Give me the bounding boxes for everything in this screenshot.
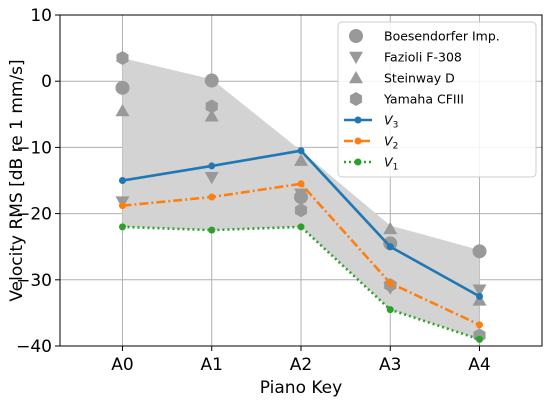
series-point bbox=[118, 202, 126, 210]
series-point bbox=[476, 321, 484, 329]
y-tick-label: 0 bbox=[41, 72, 52, 92]
piano-marker bbox=[294, 203, 308, 218]
legend-marker bbox=[349, 71, 363, 84]
series-point bbox=[297, 147, 305, 155]
piano-marker bbox=[115, 80, 130, 95]
series-point bbox=[118, 177, 126, 184]
legend-marker bbox=[354, 158, 362, 166]
series-point bbox=[118, 223, 126, 231]
piano-marker bbox=[472, 244, 487, 259]
series-point bbox=[476, 335, 484, 343]
y-tick-label: −20 bbox=[16, 205, 52, 225]
piano-marker bbox=[205, 99, 218, 114]
x-tick-label: A3 bbox=[379, 355, 401, 375]
x-axis-label: Piano Key bbox=[260, 378, 342, 398]
legend-marker bbox=[354, 137, 362, 145]
legend-marker bbox=[349, 51, 363, 64]
y-tick-label: −30 bbox=[16, 271, 52, 291]
legend-label: Boesendorfer Imp. bbox=[384, 29, 500, 44]
series-point bbox=[208, 193, 216, 201]
piano-marker bbox=[204, 73, 219, 88]
legend-box bbox=[337, 21, 537, 178]
series-point bbox=[208, 162, 216, 170]
legend: Boesendorfer Imp. Fazioli F-308 Steinway D… bbox=[337, 21, 537, 178]
series-point bbox=[297, 180, 305, 188]
piano-marker bbox=[116, 51, 129, 66]
legend-label: V2 bbox=[384, 134, 398, 152]
series-line bbox=[122, 225, 480, 341]
series-point bbox=[386, 279, 394, 287]
y-axis-label: Velocity RMS [dB re 1 mm/s] bbox=[7, 59, 27, 301]
piano-marker bbox=[204, 109, 219, 122]
legend-label: Yamaha CFIII bbox=[383, 92, 464, 107]
legend-label: Steinway D bbox=[384, 71, 455, 86]
piano-marker bbox=[472, 284, 487, 297]
piano-marker bbox=[383, 221, 398, 235]
legend-label: V3 bbox=[384, 113, 398, 131]
y-tick-label: −40 bbox=[16, 337, 52, 357]
y-tick-label: −10 bbox=[16, 138, 52, 158]
piano-marker bbox=[115, 103, 130, 117]
x-tick-label: A4 bbox=[468, 355, 490, 375]
series-point bbox=[386, 306, 394, 314]
legend-marker bbox=[349, 92, 363, 106]
series-point bbox=[386, 243, 394, 251]
legend-marker bbox=[349, 29, 363, 43]
tick-layer: A0 A1 A2 A3 A4 10 0 −10 −20 −30 −40 bbox=[16, 6, 491, 375]
x-tick-label: A1 bbox=[201, 355, 223, 375]
piano-marker bbox=[294, 153, 308, 166]
y-tick-label: 10 bbox=[30, 6, 52, 26]
x-tick-label: A0 bbox=[111, 355, 133, 375]
piano-marker bbox=[204, 171, 219, 185]
series-point bbox=[208, 226, 216, 234]
piano-marker-layer bbox=[115, 51, 487, 343]
legend-marker bbox=[354, 116, 362, 124]
legend-label: Fazioli F-308 bbox=[384, 50, 462, 65]
x-tick-label: A2 bbox=[290, 355, 312, 375]
piano-marker bbox=[294, 188, 308, 201]
series-point bbox=[297, 223, 305, 231]
legend-label: V1 bbox=[384, 155, 398, 173]
series-layer bbox=[118, 147, 484, 343]
series-point bbox=[476, 292, 484, 300]
series-line bbox=[122, 182, 481, 326]
